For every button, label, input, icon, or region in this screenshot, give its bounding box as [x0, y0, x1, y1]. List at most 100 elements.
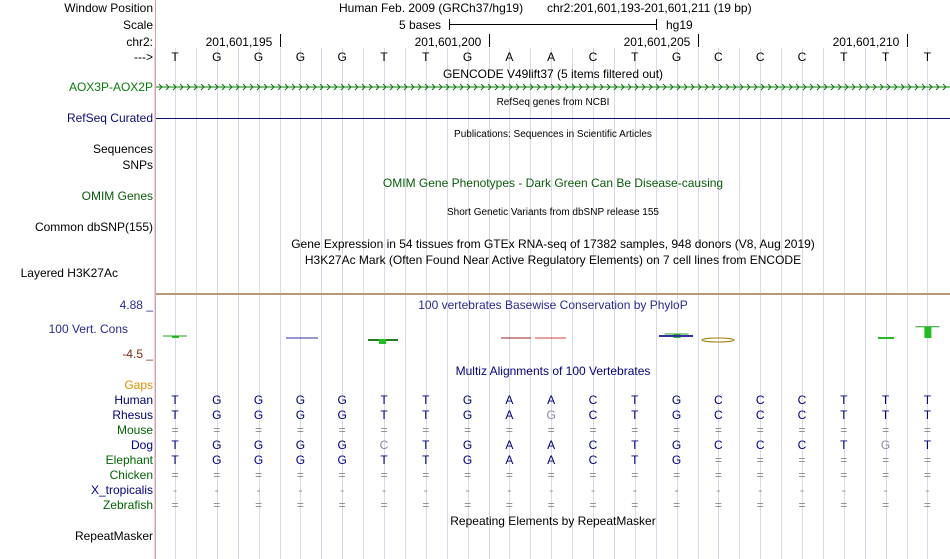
strand-arrow	[375, 83, 380, 91]
species-label[interactable]: Dog	[130, 438, 153, 452]
refseq-gene-feature[interactable]	[156, 118, 950, 119]
alignment-base: =	[882, 498, 890, 512]
strand-arrow	[165, 83, 170, 91]
alignment-base: =	[923, 453, 931, 467]
strand-arrow	[893, 83, 898, 91]
alignment-base: =	[589, 468, 597, 482]
gaps-track-label[interactable]: Gaps	[124, 378, 153, 392]
strand-arrow	[284, 83, 289, 91]
alignment-base: =	[380, 423, 388, 437]
window-position-label: Window Position	[64, 1, 153, 15]
alignment-base: -	[841, 483, 846, 497]
sequences-track-label[interactable]: Sequences	[92, 142, 153, 156]
species-label[interactable]: Human	[114, 393, 153, 407]
alignment-base: G	[253, 453, 264, 467]
gridline	[634, 48, 636, 559]
alignment-base: =	[840, 423, 848, 437]
strand-arrow	[753, 83, 758, 91]
alignment-base: =	[464, 498, 472, 512]
dna-base: G	[671, 50, 682, 64]
gridline	[593, 48, 594, 559]
strand-arrow	[858, 83, 863, 91]
dbsnp-track-label[interactable]: Common dbSNP(155)	[34, 220, 153, 234]
snps-track-label[interactable]: SNPs	[122, 158, 153, 172]
alignment-base: -	[674, 483, 679, 497]
gencode-track-label[interactable]: AOX3P-AOX2P	[68, 80, 153, 94]
gridline	[781, 48, 783, 559]
strand-arrow	[613, 83, 618, 91]
scale-bar-tick-right	[656, 19, 657, 30]
alignment-base: A	[505, 438, 514, 452]
alignment-base: C	[714, 393, 723, 407]
alignment-base: -	[716, 483, 721, 497]
alignment-base: =	[422, 498, 430, 512]
species-label[interactable]: Elephant	[105, 453, 153, 467]
alignment-base: G	[671, 393, 682, 407]
alignment-base: C	[588, 408, 598, 422]
coordinate-tick	[697, 34, 699, 47]
strand-arrow	[669, 83, 674, 91]
phylop-plot[interactable]	[156, 320, 950, 350]
species-label[interactable]: Zebrafish	[102, 498, 153, 512]
coordinate-label: 201,601,205	[623, 35, 691, 49]
species-label[interactable]: Mouse	[116, 423, 153, 437]
alignment-base: G	[671, 438, 682, 452]
alignment-base: -	[382, 483, 386, 497]
gencode-gene-feature[interactable]	[156, 82, 950, 92]
alignment-base: =	[255, 423, 263, 437]
omim-track-label[interactable]: OMIM Genes	[81, 189, 153, 203]
alignment-base: -	[758, 483, 763, 497]
strand-arrow	[270, 83, 275, 91]
alignment-base: T	[631, 438, 639, 452]
repeatmasker-track-label[interactable]: RepeatMasker	[74, 529, 153, 543]
alignment-base: C	[714, 438, 723, 452]
phylop-bar	[172, 336, 179, 338]
alignment-base: T	[422, 393, 430, 407]
species-label[interactable]: Rhesus	[112, 408, 153, 422]
alignment-base: =	[714, 468, 722, 482]
alignment-base: G	[462, 453, 473, 467]
strand-arrow	[438, 83, 443, 91]
species-label[interactable]: X_tropicalis	[90, 483, 153, 497]
repeatmasker-track-title: Repeating Elements by RepeatMasker	[450, 514, 656, 528]
gridline	[154, 48, 156, 559]
alignment-base: =	[631, 498, 639, 512]
strand-arrow	[200, 83, 205, 91]
strand-arrow	[368, 83, 373, 91]
alignment-base: =	[171, 498, 179, 512]
coordinate-tick	[488, 34, 490, 47]
alignment-base: G	[212, 453, 222, 467]
gridline	[300, 48, 302, 559]
alignment-base: C	[588, 453, 598, 467]
dna-base: C	[797, 50, 807, 64]
strand-arrow	[347, 83, 352, 91]
strand-arrow	[711, 83, 716, 91]
strand-arrow	[403, 83, 408, 91]
scale-label: Scale	[122, 18, 153, 32]
alignment-base: -	[256, 483, 261, 497]
refseq-track-label[interactable]: RefSeq Curated	[66, 111, 153, 125]
gridline	[363, 48, 365, 559]
strand-arrow	[851, 83, 856, 91]
gridline	[175, 48, 176, 559]
scale-bar-tick-left	[449, 19, 450, 30]
gridline	[822, 48, 824, 559]
gridline	[885, 48, 887, 559]
alignment-base: A	[547, 393, 556, 407]
gridline	[843, 48, 845, 559]
dna-base: T	[422, 50, 430, 64]
alignment-base: =	[505, 423, 513, 437]
alignment-base: G	[462, 393, 473, 407]
gridline	[321, 48, 323, 559]
h3k27ac-signal-baseline	[156, 293, 950, 295]
alignment-base: G	[253, 438, 264, 452]
h3k27ac-track-label[interactable]: Layered H3K27Ac	[20, 266, 118, 280]
alignment-base: T	[422, 438, 430, 452]
alignment-base: T	[631, 393, 639, 407]
alignment-base: T	[840, 393, 848, 407]
species-label[interactable]: Chicken	[109, 468, 153, 482]
strand-arrow	[410, 83, 415, 91]
alignment-base: =	[589, 498, 597, 512]
gridline	[258, 48, 260, 559]
phylop-track-label[interactable]: 100 Vert. Cons	[48, 322, 128, 336]
